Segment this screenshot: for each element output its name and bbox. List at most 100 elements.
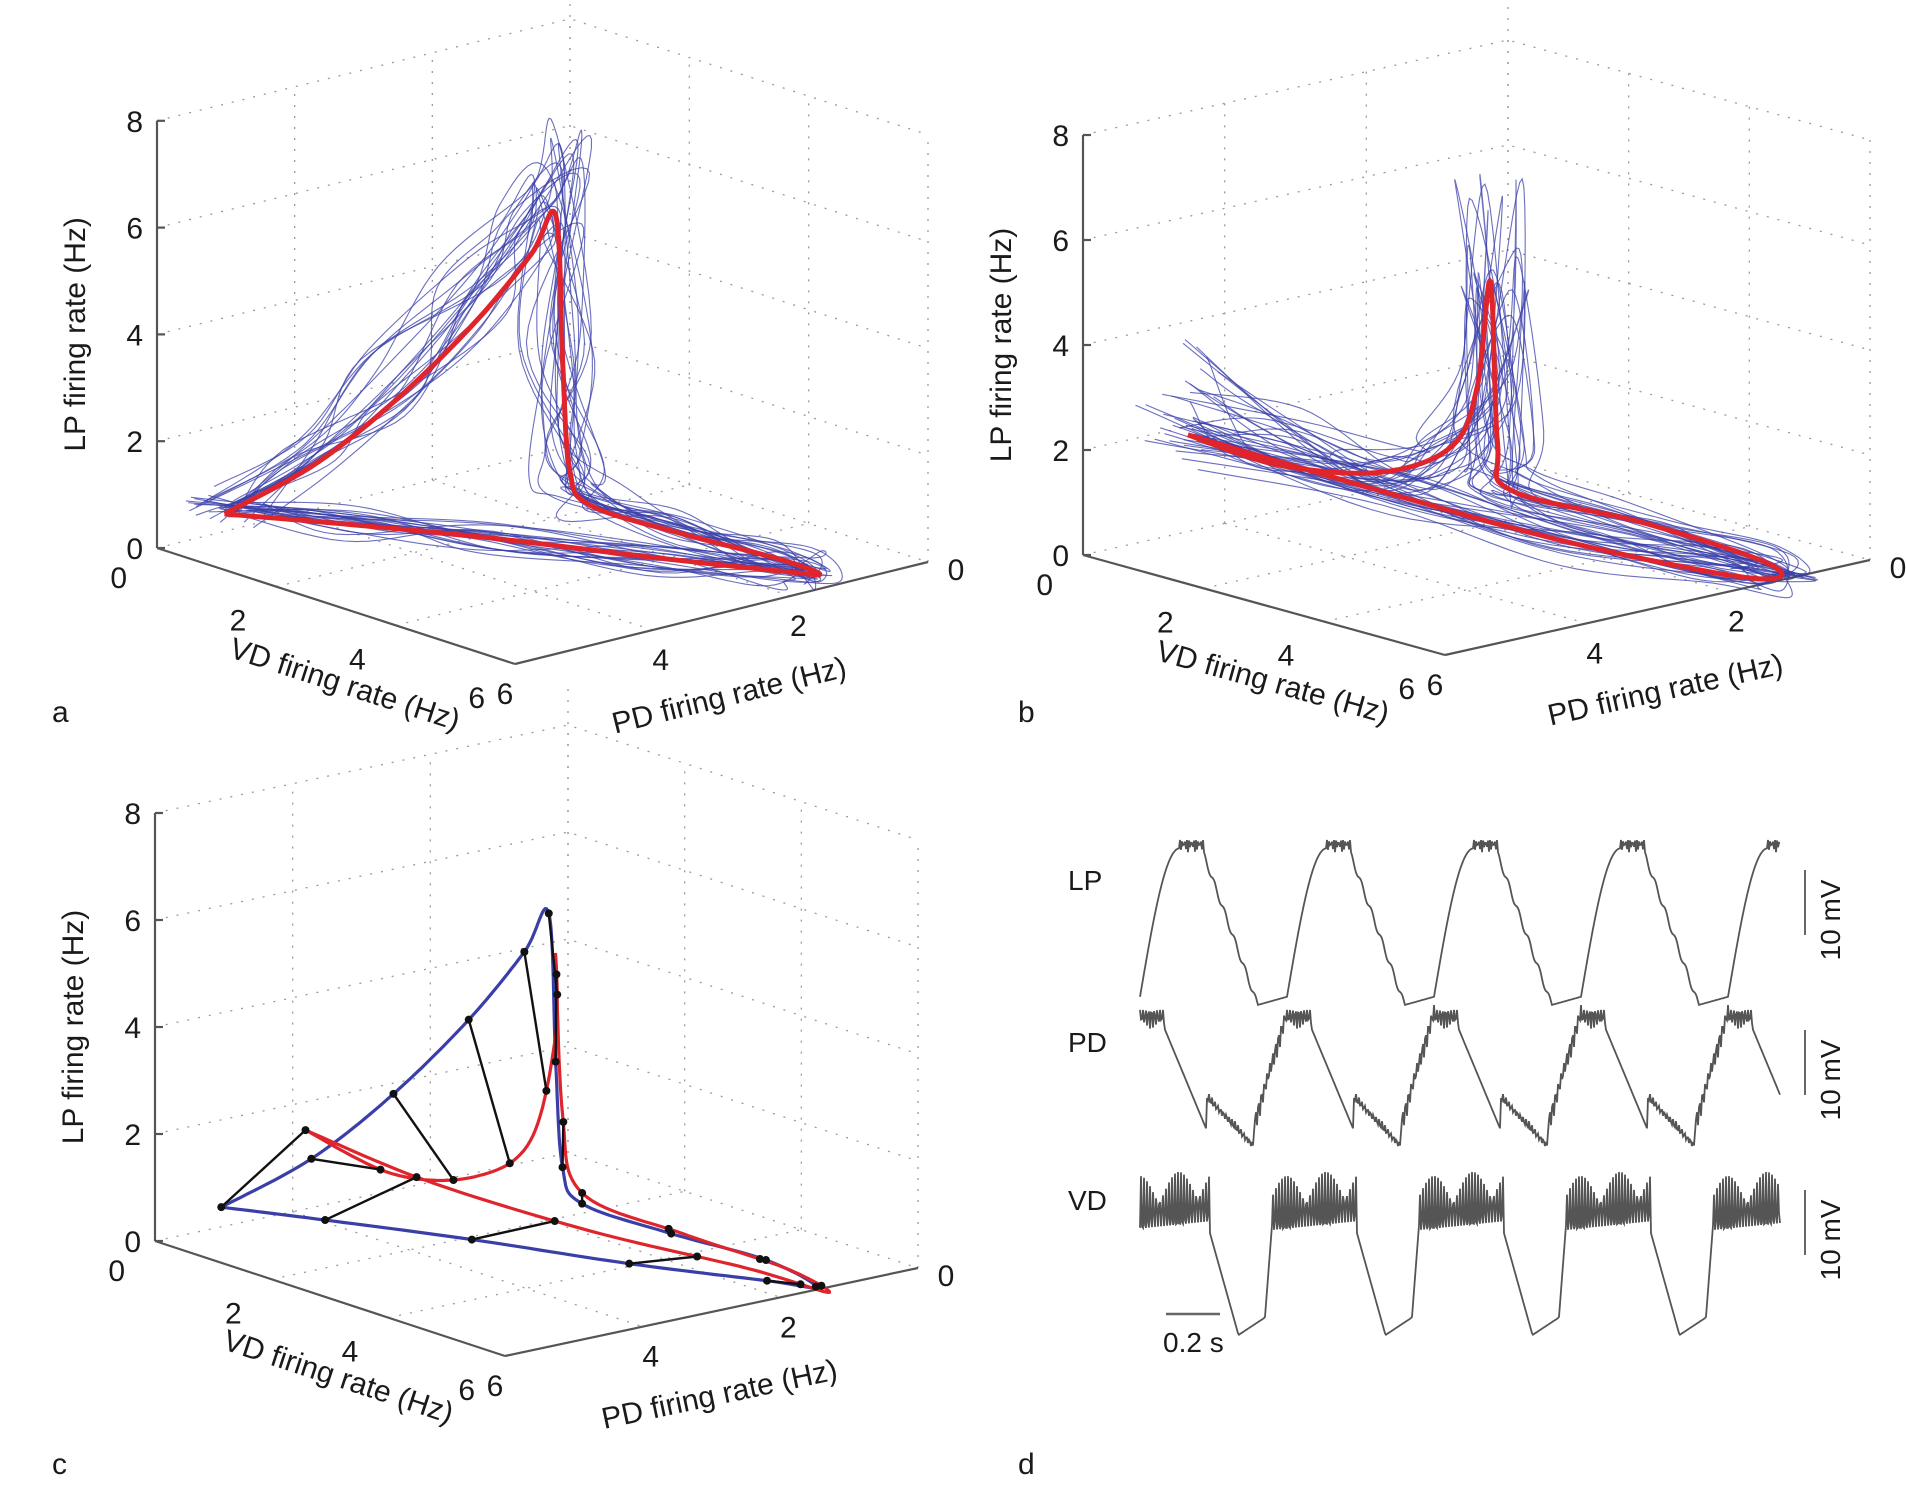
- c-grid-lp-4: [154, 938, 919, 1055]
- a-vd-tick-label: 2: [230, 605, 247, 638]
- b-vd-axis: [1082, 553, 1446, 657]
- lp-voltage-trace: [1139, 839, 1781, 1007]
- a-vd-axis: [156, 546, 516, 666]
- c-grid-floor-pd-2: [292, 1211, 643, 1328]
- pd-voltage-trace: [1139, 1004, 1781, 1147]
- b-vd-tick-label: 2: [1157, 606, 1174, 639]
- pd-trace-label: PD: [1068, 1027, 1107, 1058]
- c-blue-marker: [467, 1235, 476, 1244]
- c-vd-tick-label: 4: [342, 1336, 359, 1369]
- c-lp-tick-label: 2: [124, 1119, 141, 1152]
- c-red-marker: [505, 1159, 514, 1168]
- pd-voltage-scale-label: 10 mV: [1815, 1039, 1846, 1120]
- c-red-marker: [412, 1173, 421, 1182]
- panel-label-a: a: [52, 696, 69, 729]
- c-blue-marker: [578, 1199, 587, 1208]
- b-lp-tick-label: 4: [1052, 330, 1069, 363]
- c-grid-lp-8: [154, 724, 919, 841]
- a-cycle-trace: [219, 167, 822, 577]
- panel-label-d: d: [1018, 1448, 1035, 1481]
- c-vd-axis: [154, 1239, 506, 1358]
- c-correspondence-segment: [467, 1019, 511, 1164]
- c-correspondence-segment: [523, 951, 548, 1091]
- b-lp-tick-label: 6: [1052, 225, 1069, 258]
- c-pd-tick-label: 4: [642, 1341, 659, 1374]
- a-pd-tick-label: 2: [790, 610, 807, 643]
- c-lp-tick-label: 0: [124, 1226, 141, 1259]
- lp-trace-label: LP: [1068, 865, 1102, 896]
- a-vd-tick-label: 4: [349, 643, 366, 676]
- panel-label-b: b: [1018, 696, 1035, 729]
- a-grid-floor-pd-2: [294, 513, 653, 631]
- a-cycle-trace: [222, 162, 822, 577]
- b-pd-tick-label: 0: [1890, 552, 1906, 585]
- c-blue-marker: [625, 1259, 634, 1268]
- a-cycle-trace: [188, 129, 804, 577]
- b-mean-cycle: [1187, 278, 1785, 582]
- a-vd-tick-label: 0: [110, 562, 127, 595]
- c-red-marker: [796, 1280, 805, 1289]
- c-correspondence-segment: [561, 1121, 565, 1168]
- c-blue-marker: [761, 1256, 770, 1265]
- panel-d-voltage-traces: LP 10 mV PD 10 mV VD 10 mV 0.2 s: [1068, 839, 1846, 1358]
- c-blue-marker: [389, 1089, 398, 1098]
- c-blue-cycle: [220, 907, 818, 1290]
- c-correspondence-segment: [629, 1255, 698, 1265]
- c-red-marker: [542, 1086, 551, 1095]
- b-pd-axis-label: PD firing rate (Hz): [1545, 648, 1786, 733]
- c-blue-marker: [551, 1057, 560, 1066]
- b-vd-axis-label: VD firing rate (Hz): [1153, 635, 1393, 731]
- a-cycle-trace: [219, 172, 828, 583]
- c-vd-tick-label: 6: [458, 1374, 475, 1407]
- b-pd-tick-label: 4: [1586, 637, 1603, 670]
- c-vd-tick-label: 0: [108, 1255, 125, 1288]
- c-lp-axis-label: LP firing rate (Hz): [57, 910, 90, 1145]
- b-pd-tick-label: 2: [1728, 606, 1745, 639]
- c-lp-tick-label: 4: [124, 1012, 141, 1045]
- a-cycle-trace: [190, 138, 819, 580]
- c-correspondence-segment: [471, 1219, 555, 1241]
- b-grid-lp-6: [1082, 144, 1871, 246]
- c-red-marker: [559, 1117, 568, 1126]
- c-correspondence-segment: [324, 1176, 418, 1222]
- c-red-cycle: [304, 952, 832, 1295]
- c-blue-marker: [544, 909, 553, 918]
- vd-voltage-scale-label: 10 mV: [1815, 1199, 1846, 1280]
- b-cycle-trace: [1172, 297, 1784, 570]
- b-lp-tick-label: 2: [1052, 435, 1069, 468]
- c-red-marker: [664, 1224, 673, 1233]
- b-cycle-trace: [1163, 179, 1790, 592]
- c-red-marker: [755, 1254, 764, 1263]
- c-red-marker: [578, 1188, 587, 1197]
- b-cycle-trace: [1194, 269, 1761, 579]
- a-pd-axis: [514, 560, 929, 666]
- b-cycle-trace: [1175, 276, 1800, 581]
- b-cycle-trace: [1174, 197, 1791, 578]
- c-lp-tick-label: 8: [124, 798, 141, 831]
- a-cycle-trace: [204, 141, 819, 577]
- a-grid-lp-8: [156, 18, 929, 136]
- c-blue-marker: [307, 1154, 316, 1163]
- b-lp-axis-label: LP firing rate (Hz): [985, 228, 1018, 463]
- vd-voltage-trace: [1139, 1171, 1781, 1336]
- c-vd-axis-label: VD firing rate (Hz): [219, 1324, 457, 1430]
- c-correspondence-segment: [311, 1157, 381, 1171]
- b-cycle-trace: [1184, 179, 1796, 580]
- c-pd-axis-label: PD firing rate (Hz): [599, 1354, 841, 1436]
- a-pd-tick-label: 0: [948, 554, 965, 587]
- c-blue-marker: [558, 1163, 567, 1172]
- c-blue-marker: [217, 1203, 226, 1212]
- c-red-marker: [449, 1175, 458, 1184]
- a-lp-tick-label: 2: [126, 426, 143, 459]
- a-cycle-trace: [208, 222, 814, 578]
- b-lp-tick-label: 8: [1052, 120, 1069, 153]
- c-red-marker: [817, 1281, 826, 1290]
- a-lp-axis-label: LP firing rate (Hz): [59, 217, 92, 452]
- c-correspondence-segment: [554, 974, 558, 1062]
- c-pd-tick-label: 2: [780, 1311, 797, 1344]
- a-grid-lp-4: [156, 231, 929, 350]
- c-pd-axis: [504, 1266, 919, 1358]
- b-vd-tick-label: 4: [1278, 640, 1295, 673]
- a-vd-tick-label: 6: [468, 682, 485, 715]
